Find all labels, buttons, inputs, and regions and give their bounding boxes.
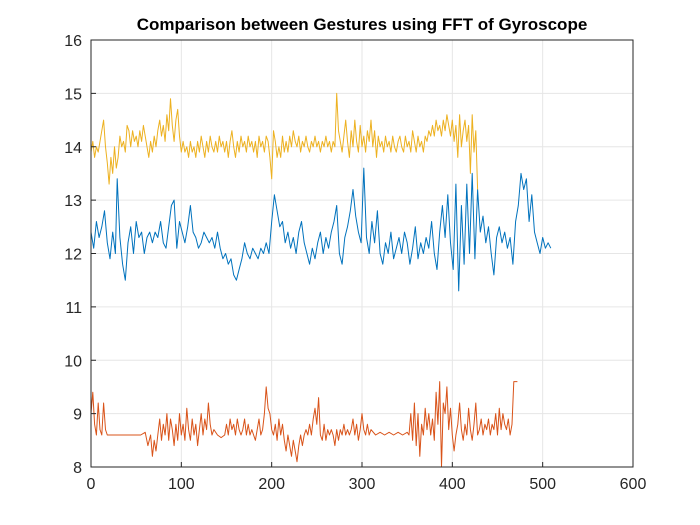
y-tick-label: 9 (73, 407, 82, 424)
y-tick-label: 13 (64, 193, 82, 210)
x-tick-label: 600 (620, 476, 647, 493)
y-tick-label: 14 (64, 140, 82, 157)
x-tick-label: 200 (258, 476, 285, 493)
series-1-line (90, 167, 552, 292)
series-3-line (90, 92, 479, 190)
y-tick-label: 11 (65, 300, 82, 317)
x-tick-label: 0 (87, 476, 96, 493)
x-tick-label: 400 (439, 476, 466, 493)
y-tick-label: 15 (64, 86, 82, 103)
y-tick-label: 8 (73, 460, 82, 477)
x-tick-label: 300 (349, 476, 376, 493)
series-group (90, 92, 552, 468)
x-tick-label: 100 (168, 476, 195, 493)
axis-ticks: 0 100 200 300 400 500 600 8 9 10 11 12 13 14 15 16 (64, 33, 646, 493)
y-tick-label: 10 (64, 353, 82, 370)
y-tick-label: 12 (64, 247, 82, 264)
x-tick-label: 500 (529, 476, 556, 493)
series-2-line (90, 381, 518, 468)
y-tick-label: 16 (64, 33, 82, 50)
chart-title: Comparison between Gestures using FFT of… (137, 15, 588, 34)
